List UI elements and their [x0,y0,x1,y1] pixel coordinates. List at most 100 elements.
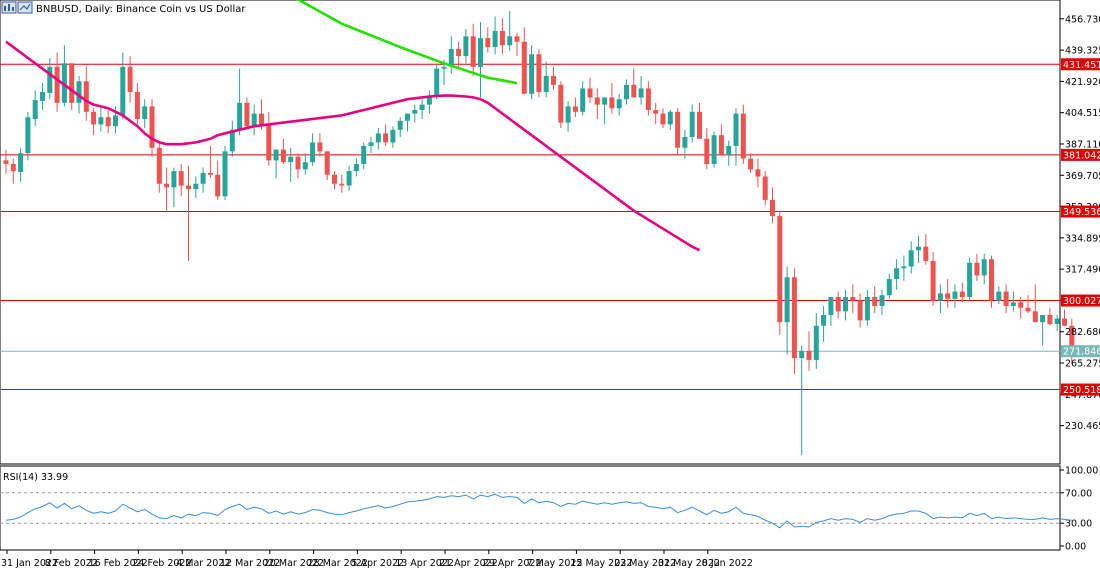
time-tick-label: 21 Apr 2022 [439,558,498,569]
candle [127,56,133,103]
candle-body [3,160,9,164]
candle-body [361,145,367,164]
candle [456,41,462,67]
candle-body [770,199,775,217]
candle-body [280,149,286,163]
candle [3,149,9,174]
candle [288,147,294,182]
candle [237,68,243,136]
candle-body [113,115,118,127]
candle-body [558,84,564,123]
candle-body [310,142,316,163]
candle-body [463,36,469,57]
chart-window-icon[interactable] [1,1,33,14]
candle [624,79,629,105]
candle [32,90,38,127]
candle-body [120,66,126,116]
candle-body [61,63,67,103]
candle [850,284,856,314]
time-tick-label: 8 Feb 2022 [45,558,98,569]
candle-body [580,88,586,112]
candle [134,83,140,125]
candle [675,108,681,155]
price-tick-label: 421.920 [1065,77,1100,88]
candle [499,18,505,55]
candle-body [178,171,184,186]
time-tick-label: 20 Mar 2022 [264,558,324,569]
candle-body [54,66,60,103]
candle [280,138,286,164]
time-tick-label: 8 Jun 2022 [702,558,753,569]
candle [733,108,739,166]
candle-body [1054,318,1060,324]
candle-body [821,314,827,326]
candle [390,126,396,148]
candle [952,284,958,308]
level-tag [1061,205,1100,218]
candle [536,48,542,98]
candle [653,102,659,125]
candle-body [945,293,951,299]
candle [602,97,608,125]
candle-body [441,66,447,69]
candle [83,66,89,121]
candle-body [1032,311,1038,323]
candle-body [193,183,199,190]
candle-body [645,88,651,111]
candle-body [259,113,264,125]
candle-body [368,142,374,146]
candle [682,129,688,159]
candle-body [996,291,1002,301]
candle [419,99,425,120]
candle [894,259,900,290]
candle [383,124,389,146]
candle [989,255,994,308]
rsi-panel: 0.00 30.00 70.00 100.00 RSI(14) 33.99 [0,466,1098,553]
candle-body [872,296,878,306]
candle [1025,295,1031,314]
candle-body [799,350,805,359]
candle-body [733,113,739,146]
candle-body [594,97,600,105]
candle-body [718,135,724,155]
candle-body [244,102,250,127]
candle [485,27,491,53]
candle-body [222,151,228,197]
candle-body [171,171,177,188]
candle-body [1069,325,1075,351]
candle-body [25,117,31,154]
candle [886,273,892,299]
candle [61,45,67,107]
rsi-tick-label: 0.00 [1065,542,1086,553]
candle-body [777,216,783,323]
candle-body [813,325,819,360]
price-tick-label: 282.680 [1065,327,1100,338]
price-axis: 456.730 439.325 421.920 404.515 387.110 369.7… [1060,14,1100,432]
candle-body [835,296,841,312]
candle-body [923,246,929,262]
candle-body [397,120,403,130]
candle-body [91,111,97,125]
time-tick-label: 24 Feb 2022 [132,558,191,569]
candle-body [456,48,462,57]
level-tag [1061,383,1100,396]
candle-body [959,291,965,297]
time-tick-label: 31 Jan 2022 [1,558,58,569]
candle [324,151,330,181]
candle-body [784,277,790,323]
candle [353,158,359,177]
candle-body [952,291,958,299]
candle [244,97,250,130]
time-tick-label: 12 Mar 2022 [220,558,280,569]
candle [718,124,724,155]
candle-body [266,124,272,161]
candle-body [631,84,637,98]
candle-body [602,97,608,105]
candle-body [317,142,323,152]
candle-body [1003,291,1009,306]
candle-body [390,129,396,143]
level-tag [1061,58,1100,71]
candle [361,142,367,170]
candle [930,252,936,306]
